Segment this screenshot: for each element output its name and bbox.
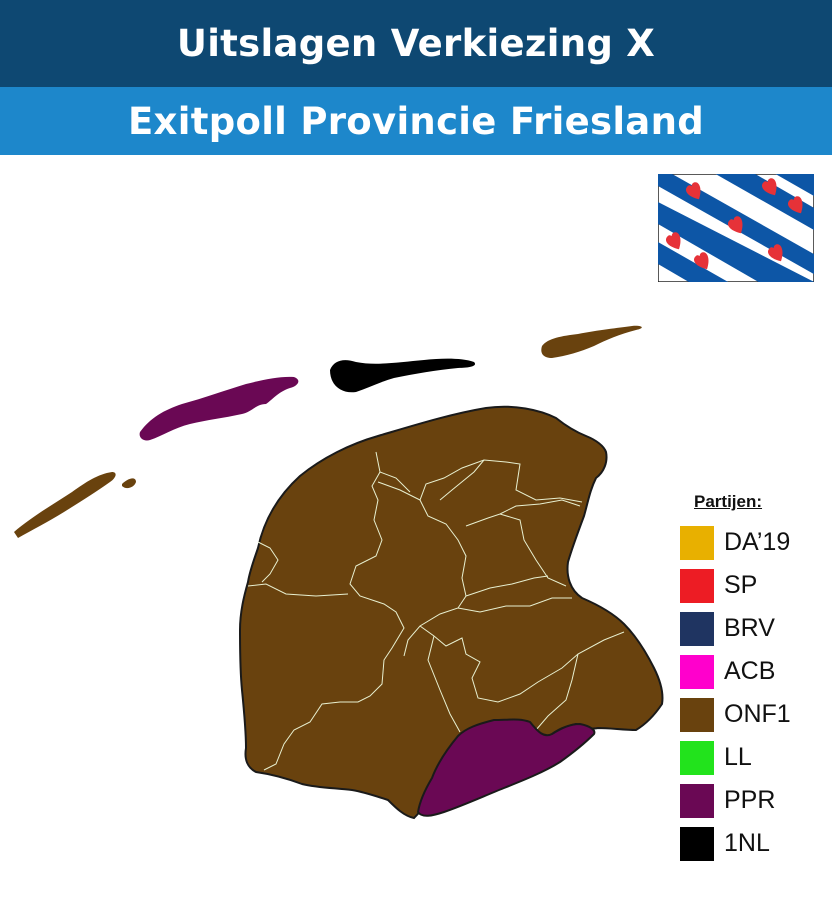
- legend-swatch: [680, 654, 714, 689]
- legend-swatch: [680, 783, 714, 818]
- legend-item-onf1: ONF1: [680, 693, 820, 736]
- map-region-schiermonnikoog: [541, 325, 642, 358]
- map-region-vlieland: [14, 472, 136, 538]
- legend-swatch: [680, 826, 714, 861]
- legend-title: Partijen:: [694, 492, 763, 511]
- legend-label: ACB: [724, 657, 776, 685]
- legend-label: PPR: [724, 786, 776, 814]
- legend-label: ONF1: [724, 700, 791, 728]
- map-region-zuidoost: [416, 718, 596, 817]
- legend-item-brv: BRV: [680, 607, 820, 650]
- legend-swatch: [680, 740, 714, 775]
- municipal-borders: [247, 451, 625, 771]
- page-title: Uitslagen Verkiezing X: [176, 22, 656, 65]
- page-subtitle: Exitpoll Provincie Friesland: [127, 99, 704, 143]
- province-map: [14, 325, 664, 820]
- legend-label: SP: [724, 571, 758, 599]
- legend-item-ll: LL: [680, 736, 820, 779]
- legend-swatch: [680, 568, 714, 603]
- legend-swatch: [680, 525, 714, 560]
- frisian-flag-icon: [658, 174, 814, 282]
- legend-label: BRV: [724, 614, 775, 642]
- legend-item-ppr: PPR: [680, 779, 820, 822]
- map-region-ameland: [330, 358, 476, 393]
- subtitle-banner: Exitpoll Provincie Friesland: [0, 87, 832, 155]
- party-legend: Partijen: DA’19 SP BRV ACB ONF1 LL PPR 1…: [680, 492, 820, 865]
- legend-label: DA’19: [724, 528, 791, 556]
- map-region-vasteland: [238, 405, 664, 820]
- legend-item-sp: SP: [680, 564, 820, 607]
- legend-item-da19: DA’19: [680, 521, 820, 564]
- legend-swatch: [680, 611, 714, 646]
- legend-label: 1NL: [724, 829, 770, 857]
- legend-item-acb: ACB: [680, 650, 820, 693]
- legend-label: LL: [724, 743, 752, 771]
- title-banner: Uitslagen Verkiezing X: [0, 0, 832, 87]
- map-region-terschelling: [139, 376, 299, 441]
- legend-swatch: [680, 697, 714, 732]
- legend-item-1nl: 1NL: [680, 822, 820, 865]
